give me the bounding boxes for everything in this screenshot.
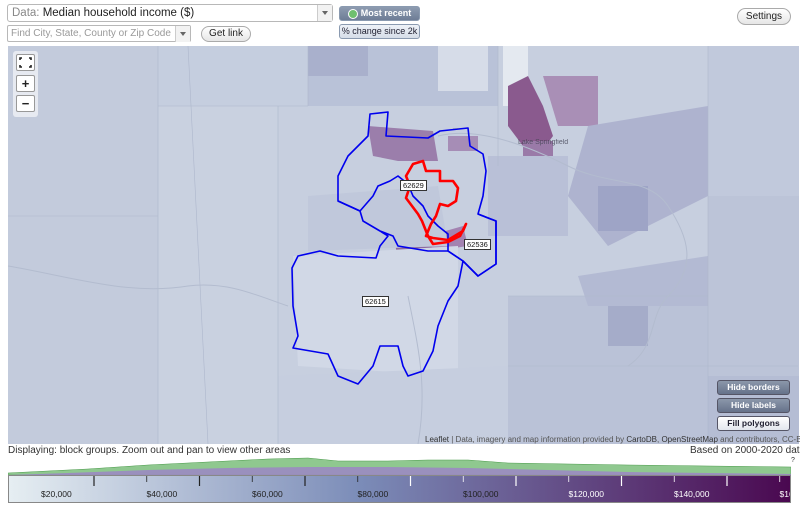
zip-label: 62536	[464, 239, 491, 250]
attribution-rest: and contributors, CC-BY-SA	[720, 435, 800, 444]
chevron-down-icon[interactable]	[175, 26, 190, 42]
map-attribution: Leaflet | Data, imagery and map informat…	[425, 435, 800, 444]
legend-tick-label: $160,000	[780, 489, 791, 499]
data-select[interactable]: Data: Median household income ($)	[7, 4, 333, 22]
hide-labels-button[interactable]: Hide labels	[717, 398, 790, 413]
zoom-in-button[interactable]: +	[16, 75, 35, 92]
check-icon	[347, 8, 358, 19]
attribution-text: | Data, imagery and map information prov…	[449, 435, 627, 444]
cartodb-link[interactable]: CartoDB	[626, 435, 657, 444]
color-legend: $20,000 $40,000 $60,000 $80,000 $100,000 $120…	[8, 475, 800, 503]
displaying-status: Displaying: block groups. Zoom out and p…	[8, 445, 291, 456]
place-label: ...	[453, 124, 459, 131]
fullscreen-button[interactable]	[16, 54, 35, 71]
most-recent-toggle[interactable]: Most recent value	[339, 6, 420, 31]
fill-polygons-button[interactable]: Fill polygons	[717, 416, 790, 431]
choropleth-map	[8, 46, 799, 444]
legend-tick-label: $40,000	[147, 489, 178, 499]
legend-tick-label: $20,000	[41, 489, 72, 499]
data-value: Median household income ($)	[42, 7, 195, 19]
percent-change-toggle[interactable]: % change since 2k	[339, 24, 420, 39]
attribution-sep: ,	[657, 435, 662, 444]
help-link[interactable]: ?	[791, 457, 795, 464]
zoom-control: + −	[13, 51, 38, 117]
data-prefix: Data:	[12, 7, 40, 19]
leaflet-link[interactable]: Leaflet	[425, 435, 450, 444]
legend-tick-label: $120,000	[569, 489, 605, 499]
legend-tick-label: $60,000	[252, 489, 283, 499]
search-input[interactable]	[11, 27, 171, 40]
legend-tick-label: $100,000	[463, 489, 499, 499]
legend-tick-label: $80,000	[358, 489, 389, 499]
place-label: Lake Springfield	[518, 139, 569, 146]
fullscreen-icon	[19, 57, 32, 68]
location-search[interactable]	[7, 25, 191, 42]
zip-label: 62629	[400, 180, 427, 191]
legend-scale: $20,000 $40,000 $60,000 $80,000 $100,000 $120…	[9, 476, 800, 502]
map-canvas[interactable]: 62629 62536 62615 ... Lake Springfield H…	[8, 46, 799, 444]
data-basis: Based on 2000-2020 data	[690, 445, 800, 456]
settings-button[interactable]: Settings	[737, 8, 791, 25]
osm-link[interactable]: OpenStreetMap	[661, 435, 718, 444]
legend-tick-label: $140,000	[674, 489, 710, 499]
chevron-down-icon[interactable]	[317, 5, 332, 21]
zoom-out-button[interactable]: −	[16, 95, 35, 112]
hide-borders-button[interactable]: Hide borders	[717, 380, 790, 395]
zip-label: 62615	[362, 296, 389, 307]
distribution-histogram	[8, 457, 791, 475]
get-link-button[interactable]: Get link	[201, 26, 251, 42]
